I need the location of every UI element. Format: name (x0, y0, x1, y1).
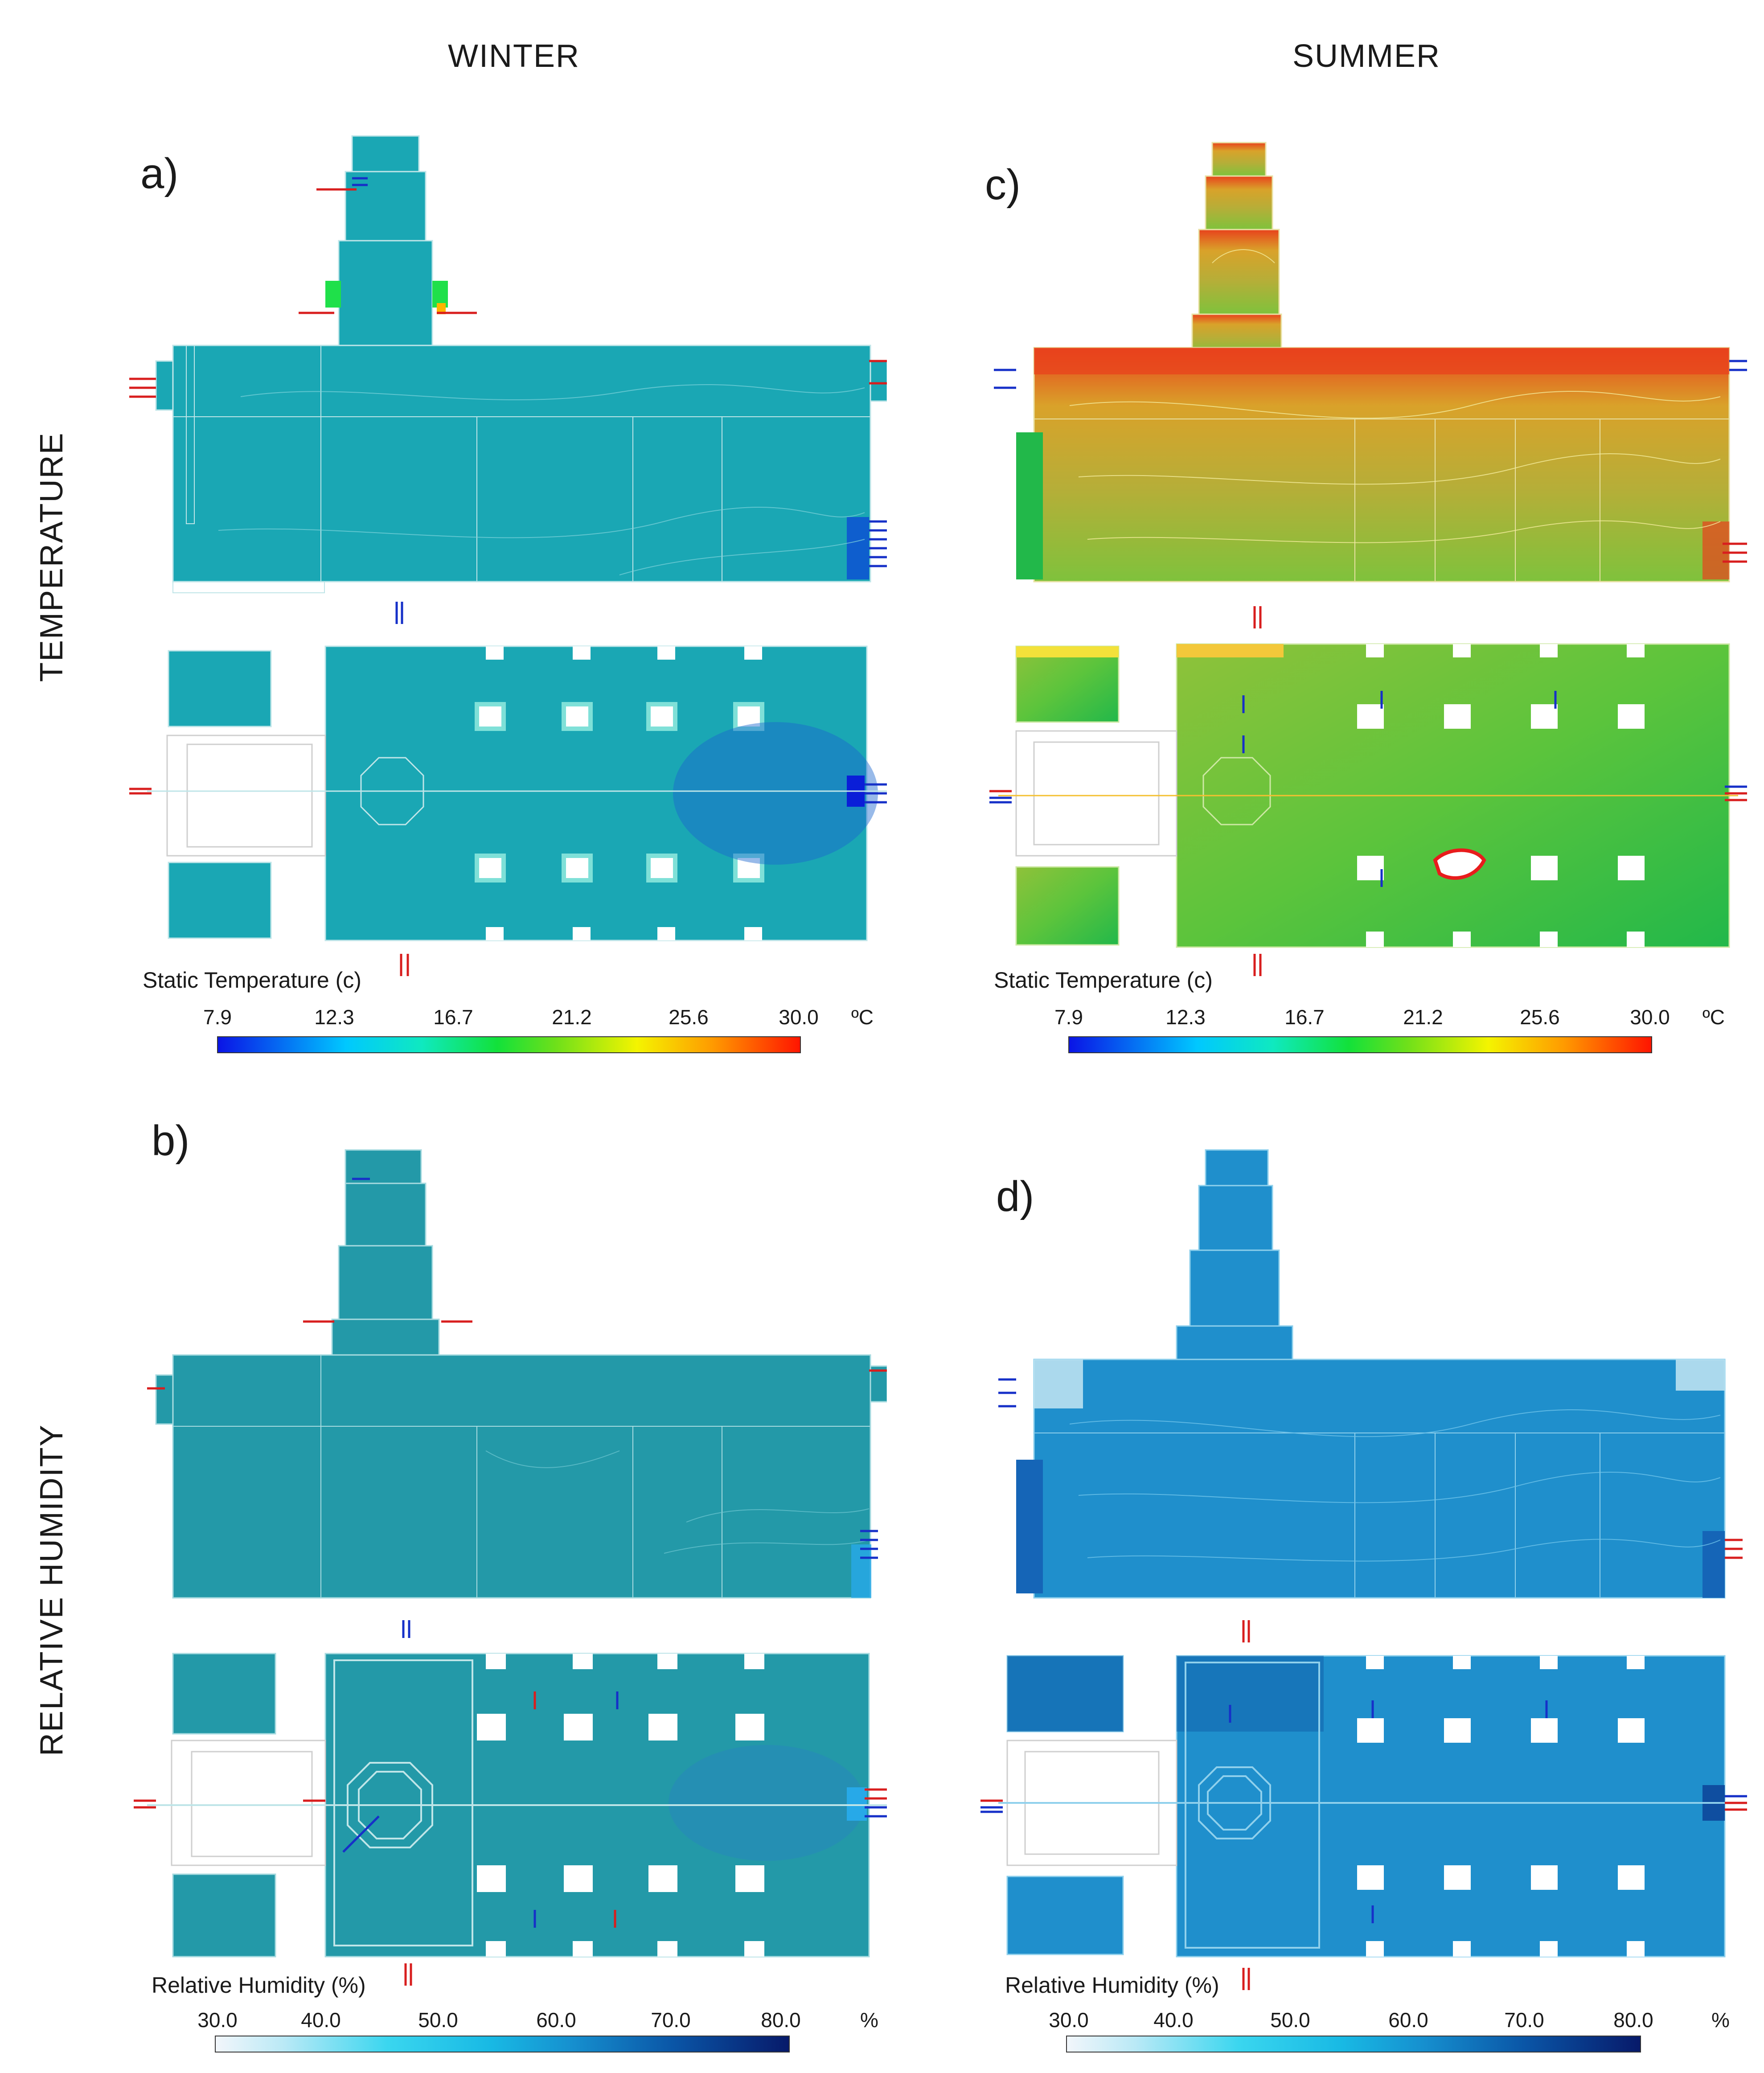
lower-plan-outline (1015, 730, 1177, 857)
panel-label-c: c) (985, 161, 1021, 209)
lower-humid-top (1177, 1656, 1324, 1732)
lower-humid-zone (669, 1745, 865, 1861)
lower-plan-pillars (1357, 1656, 1645, 1957)
upper-humid-zone (851, 1544, 871, 1598)
upper-humid-right (1702, 1531, 1725, 1598)
lower-plan-outline (171, 1740, 326, 1866)
tick-label: 40.0 (1153, 2008, 1194, 2032)
legend-title-humidity-winter: Relative Humidity (%) (152, 1973, 366, 1998)
tick-label: 30.0 (1630, 1006, 1670, 1029)
legend-unit: % (860, 2008, 878, 2032)
upper-plan-gridlines (1034, 1433, 1725, 1598)
tick-label: 21.2 (1403, 1006, 1443, 1029)
tick-label: 7.9 (203, 1006, 232, 1029)
upper-floor-plan (1033, 1149, 1726, 1599)
tick-label: 80.0 (1613, 2008, 1653, 2032)
legend-unit: ºC (851, 1006, 874, 1029)
tick-label: 21.2 (552, 1006, 592, 1029)
colorbar-temperature-summer (1068, 1036, 1652, 1053)
arrows-blue (980, 1378, 1747, 1923)
lower-plan-octagon (998, 1662, 1738, 1949)
colorbar-temperature-winter (217, 1036, 801, 1053)
lower-plan-octagon (147, 1659, 887, 1946)
tick-label: 70.0 (651, 2008, 691, 2032)
tick-label: 30.0 (779, 1006, 819, 1029)
colorbar-humidity-summer (1066, 2036, 1641, 2052)
upper-hot-right (1702, 521, 1729, 579)
tick-label: 25.6 (669, 1006, 709, 1029)
tick-label: 16.7 (1284, 1006, 1325, 1029)
tick-label: 7.9 (1054, 1006, 1083, 1029)
arrows-blue (989, 360, 1747, 887)
tick-label: 40.0 (301, 2008, 341, 2032)
arrows-red (989, 542, 1747, 976)
tick-label: 16.7 (433, 1006, 473, 1029)
legend-title-humidity-summer: Relative Humidity (%) (1005, 1973, 1219, 1998)
lower-warm-edge-left (1016, 646, 1119, 657)
tick-label: 50.0 (1270, 2008, 1310, 2032)
lower-plan-octagon (147, 757, 887, 825)
upper-floor-plan (155, 1149, 887, 1599)
lower-plan-pillars (477, 1654, 764, 1957)
tick-label: 70.0 (1504, 2008, 1544, 2032)
lower-plan-pillars (475, 702, 764, 883)
upper-plan-gridlines (172, 345, 870, 593)
plan-winter-humidity (134, 1149, 887, 1986)
lower-plan-outline (166, 735, 326, 857)
legend-title-temperature-winter: Static Temperature (c) (143, 968, 361, 993)
plan-summer-humidity (980, 1149, 1747, 1990)
tick-label: 80.0 (761, 2008, 801, 2032)
tick-label: 12.3 (1165, 1006, 1206, 1029)
upper-plan-gridlines (1034, 419, 1729, 582)
plan-summer-temperature (989, 142, 1747, 976)
legend-unit: ºC (1702, 1006, 1725, 1029)
tick-label: 50.0 (418, 2008, 458, 2032)
lower-humid-edge (847, 1787, 867, 1821)
legend-unit: % (1711, 2008, 1730, 2032)
arrows-red (129, 188, 887, 976)
upper-plan-contours (1069, 249, 1721, 543)
lower-warm-edge-top (1177, 644, 1284, 657)
lower-floor-plan (168, 645, 868, 941)
arrows-red (980, 1539, 1747, 1990)
tick-label: 60.0 (536, 2008, 576, 2032)
upper-plan-contours (218, 384, 865, 575)
upper-humid-left (1016, 1460, 1043, 1593)
lower-plan-notches (486, 646, 762, 940)
tick-label: 30.0 (1049, 2008, 1089, 2032)
panel-label-d: d) (996, 1173, 1034, 1220)
column-title-summer: SUMMER (1292, 38, 1440, 74)
tick-label: 25.6 (1520, 1006, 1560, 1029)
arrows-blue (342, 1178, 887, 1928)
lower-plan-octagon (998, 757, 1738, 825)
upper-floor-plan (155, 135, 887, 583)
upper-plan-contours (1069, 1409, 1721, 1562)
upper-dry-corner-left (1034, 1359, 1083, 1408)
upper-hot-edge (1034, 348, 1729, 374)
lower-plan-cold-zone (673, 722, 878, 865)
row-title-temperature: TEMPERATURE (34, 432, 70, 682)
upper-plan-highlights (325, 281, 869, 579)
arrows-blue (352, 177, 887, 804)
lower-plan-pillars (1357, 644, 1645, 947)
arrows-red (134, 1320, 887, 1986)
colorbar-humidity-winter (215, 2036, 790, 2052)
panel-label-b: b) (152, 1117, 190, 1165)
lower-humid-left (1007, 1656, 1123, 1732)
plan-winter-temperature (129, 135, 887, 976)
tick-label: 30.0 (197, 2008, 238, 2032)
upper-cool-left (1016, 432, 1043, 579)
upper-plan-contours (485, 1450, 870, 1554)
panel-label-a: a) (140, 150, 179, 197)
legend-title-temperature-summer: Static Temperature (c) (994, 968, 1213, 993)
upper-dry-corner-right (1676, 1359, 1725, 1391)
hot-spot-outline (1433, 848, 1486, 880)
tick-label: 12.3 (314, 1006, 354, 1029)
column-title-winter: WINTER (448, 38, 580, 74)
row-title-humidity: RELATIVE HUMIDITY (34, 1424, 70, 1756)
tick-label: 60.0 (1388, 2008, 1428, 2032)
